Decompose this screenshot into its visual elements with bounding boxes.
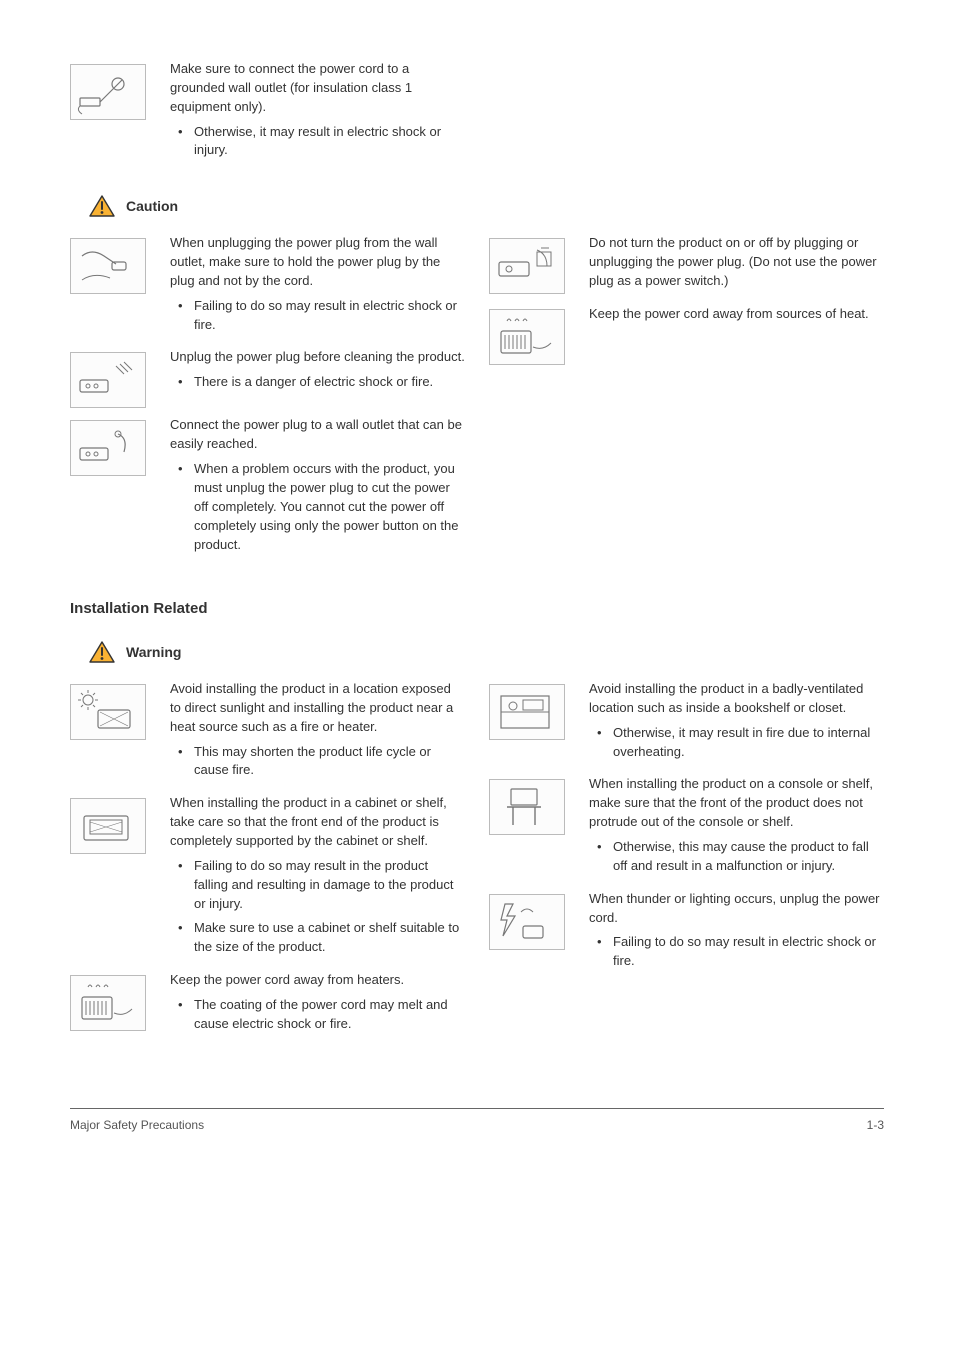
precaution-text: Unplug the power plug before cleaning th… bbox=[170, 348, 465, 367]
precaution-item: Keep the power cord away from sources of… bbox=[489, 305, 884, 365]
caution-heading: Caution bbox=[88, 194, 884, 218]
precaution-text: Keep the power cord away from heaters. bbox=[170, 971, 465, 990]
precaution-bullet: There is a danger of electric shock or f… bbox=[174, 373, 465, 392]
illustration-console-protrude-icon bbox=[489, 775, 589, 835]
illustration-power-switch-icon bbox=[489, 234, 589, 294]
precaution-item: When thunder or lighting occurs, unplug … bbox=[489, 890, 884, 977]
precaution-item: Unplug the power plug before cleaning th… bbox=[70, 348, 465, 408]
precaution-item: Connect the power plug to a wall outlet … bbox=[70, 416, 465, 560]
warning-label: Warning bbox=[126, 642, 181, 662]
precaution-bullet: Make sure to use a cabinet or shelf suit… bbox=[174, 919, 465, 957]
precaution-text: Keep the power cord away from sources of… bbox=[589, 305, 884, 324]
precaution-bullet: This may shorten the product life cycle … bbox=[174, 743, 465, 781]
precaution-text: Make sure to connect the power cord to a… bbox=[170, 60, 465, 117]
precaution-bullet: Failing to do so may result in electric … bbox=[174, 297, 465, 335]
precaution-item: Avoid installing the product in a locati… bbox=[70, 680, 465, 786]
illustration-thunder-unplug-icon bbox=[489, 890, 589, 950]
precaution-bullet: The coating of the power cord may melt a… bbox=[174, 996, 465, 1034]
precaution-text: When unplugging the power plug from the … bbox=[170, 234, 465, 291]
precaution-text: Connect the power plug to a wall outlet … bbox=[170, 416, 465, 454]
illustration-hold-plug-icon bbox=[70, 234, 170, 294]
precaution-text: When thunder or lighting occurs, unplug … bbox=[589, 890, 884, 928]
precaution-text: When installing the product on a console… bbox=[589, 775, 884, 832]
illustration-cord-heater-icon bbox=[70, 971, 170, 1031]
warning-triangle-icon bbox=[88, 640, 116, 664]
illustration-easy-reach-outlet-icon bbox=[70, 416, 170, 476]
illustration-ventilation-icon bbox=[489, 680, 589, 740]
caution-triangle-icon bbox=[88, 194, 116, 218]
illustration-grounded-outlet-icon bbox=[70, 60, 170, 120]
illustration-unplug-clean-icon bbox=[70, 348, 170, 408]
precaution-bullet: Failing to do so may result in the produ… bbox=[174, 857, 465, 914]
page-footer: Major Safety Precautions 1-3 bbox=[70, 1108, 884, 1134]
precaution-bullet: Failing to do so may result in electric … bbox=[593, 933, 884, 971]
precaution-text: When installing the product in a cabinet… bbox=[170, 794, 465, 851]
precaution-text: Do not turn the product on or off by plu… bbox=[589, 234, 884, 291]
precaution-text: Avoid installing the product in a locati… bbox=[170, 680, 465, 737]
precaution-item: Do not turn the product on or off by plu… bbox=[489, 234, 884, 297]
footer-page-number: 1-3 bbox=[867, 1117, 884, 1134]
precaution-bullet: When a problem occurs with the product, … bbox=[174, 460, 465, 554]
illustration-cord-heat-icon bbox=[489, 305, 589, 365]
illustration-sunlight-heat-icon bbox=[70, 680, 170, 740]
caution-label: Caution bbox=[126, 196, 178, 216]
precaution-item: Keep the power cord away from heaters. T… bbox=[70, 971, 465, 1040]
section-heading-installation: Installation Related bbox=[70, 598, 884, 620]
precaution-bullet: Otherwise, this may cause the product to… bbox=[593, 838, 884, 876]
precaution-item: Make sure to connect the power cord to a… bbox=[70, 60, 465, 166]
illustration-cabinet-support-icon bbox=[70, 794, 170, 854]
precaution-bullet: Otherwise, it may result in electric sho… bbox=[174, 123, 465, 161]
warning-heading: Warning bbox=[88, 640, 884, 664]
precaution-item: Avoid installing the product in a badly-… bbox=[489, 680, 884, 767]
precaution-item: When installing the product on a console… bbox=[489, 775, 884, 881]
precaution-text: Avoid installing the product in a badly-… bbox=[589, 680, 884, 718]
footer-title: Major Safety Precautions bbox=[70, 1117, 204, 1134]
precaution-bullet: Otherwise, it may result in fire due to … bbox=[593, 724, 884, 762]
precaution-item: When installing the product in a cabinet… bbox=[70, 794, 465, 963]
precaution-item: When unplugging the power plug from the … bbox=[70, 234, 465, 340]
